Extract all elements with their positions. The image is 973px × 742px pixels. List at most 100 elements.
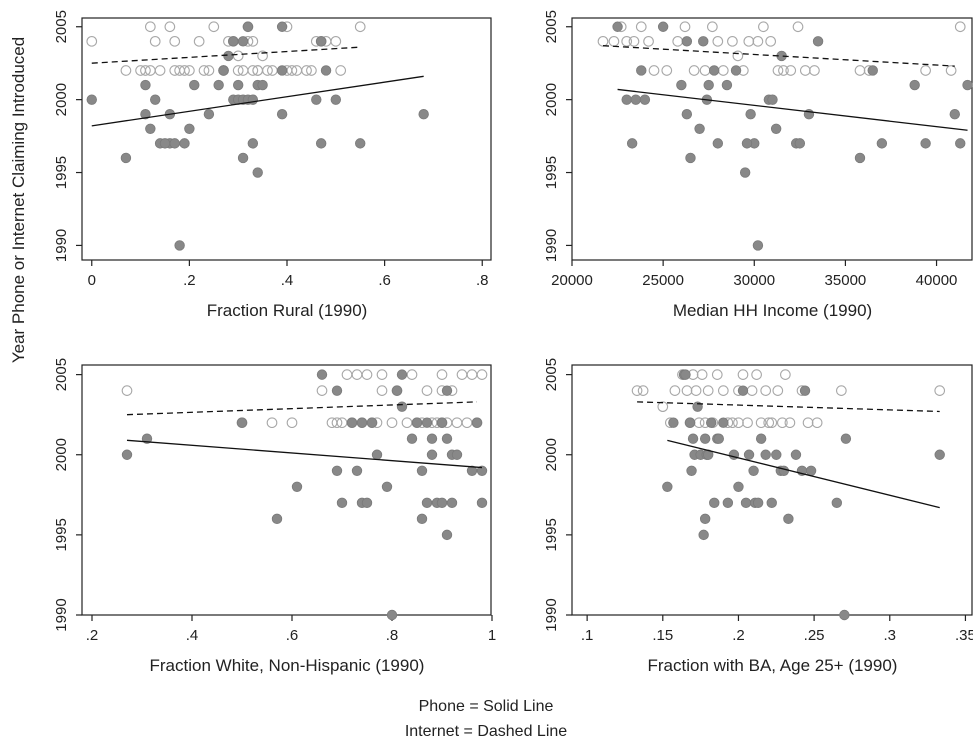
- x-tick-label-white-4: 1: [488, 627, 496, 644]
- phone-point-white-31: [441, 529, 453, 541]
- internet-point-rural-12: [193, 35, 205, 47]
- internet-point-white-34: [476, 369, 488, 380]
- internet-point-white-8: [341, 369, 353, 380]
- phone-point-white-35: [451, 449, 463, 460]
- internet-point-income-25: [799, 65, 811, 76]
- internet-point-ba-30: [784, 417, 796, 429]
- internet-point-white-35: [376, 369, 388, 380]
- internet-point-income-8: [672, 35, 684, 47]
- phone-point-white-0: [121, 449, 133, 460]
- internet-point-income-24: [792, 21, 804, 33]
- phone-point-ba-20: [722, 497, 734, 509]
- internet-point-rural-25: [247, 65, 259, 76]
- y-tick-label-income-1: 1995: [543, 156, 560, 189]
- internet-point-ba-24: [755, 417, 767, 429]
- internet-point-white-31: [461, 417, 473, 429]
- x-tick-label-ba-0: .1: [581, 627, 594, 644]
- y-tick-label-ba-0: 1990: [543, 598, 560, 631]
- internet-fit-line-white: [126, 401, 478, 416]
- phone-fit-line-income: [617, 88, 968, 131]
- phone-point-ba-36: [790, 449, 802, 460]
- internet-point-ba-20: [737, 369, 749, 380]
- phone-point-ba-12: [699, 433, 711, 444]
- phone-point-income-14: [712, 138, 724, 149]
- phone-point-rural-32: [315, 138, 327, 149]
- internet-point-ba-23: [751, 369, 762, 380]
- x-tick-label-ba-5: .35: [955, 627, 973, 644]
- x-axis-label-ba: Fraction with BA, Age 25+ (1990): [648, 656, 898, 675]
- phone-point-income-38: [741, 138, 753, 149]
- phone-point-income-28: [812, 36, 824, 47]
- phone-point-income-26: [794, 138, 806, 149]
- phone-point-income-5: [639, 94, 651, 105]
- phone-point-rural-2: [140, 109, 151, 120]
- phone-point-white-39: [476, 497, 488, 509]
- internet-point-income-22: [778, 65, 789, 76]
- panel-income: 20000 25000 30000 35000 40000 1990 1995 2000 200…: [543, 10, 973, 320]
- phone-point-white-26: [426, 449, 438, 460]
- internet-point-income-10: [688, 65, 700, 76]
- y-axis-label: Year Phone or Internet Claiming Introduc…: [9, 37, 28, 363]
- internet-point-white-30: [456, 369, 468, 380]
- phone-point-ba-41: [839, 609, 850, 621]
- phone-point-ba-30: [760, 449, 771, 460]
- internet-point-ba-32: [802, 417, 814, 429]
- internet-point-ba-26: [766, 417, 778, 429]
- phone-point-white-34: [446, 497, 458, 509]
- internet-point-rural-41: [144, 65, 156, 76]
- internet-point-rural-43: [252, 65, 264, 76]
- phone-point-ba-26: [748, 465, 759, 476]
- phone-point-rural-39: [242, 21, 254, 32]
- phone-point-income-33: [949, 109, 960, 120]
- internet-point-income-29: [920, 65, 931, 76]
- internet-point-ba-9: [690, 385, 702, 396]
- internet-point-income-9: [679, 21, 691, 33]
- phone-point-ba-18: [713, 433, 724, 444]
- phone-point-rural-38: [228, 36, 239, 47]
- internet-point-income-7: [661, 65, 673, 76]
- phone-point-rural-13: [189, 79, 200, 91]
- internet-point-income-26: [809, 65, 820, 76]
- phone-point-white-3: [271, 513, 283, 525]
- phone-point-ba-16: [709, 497, 720, 509]
- phone-point-white-32: [441, 433, 453, 444]
- phone-point-white-8: [336, 497, 348, 509]
- phone-point-white-19: [396, 401, 408, 412]
- internet-point-ba-2: [657, 401, 669, 413]
- phone-point-white-23: [416, 513, 428, 525]
- plot-frame-ba: [571, 364, 973, 616]
- phone-point-ba-39: [805, 465, 817, 476]
- panel-ba: .1 .15 .2 .25 .3 .35 1990 1995 2000 2005 Fraction …: [543, 358, 973, 675]
- phone-point-rural-4: [145, 123, 156, 134]
- phone-point-income-22: [767, 94, 778, 105]
- y-tick-label-white-0: 1990: [53, 598, 70, 631]
- internet-point-rural-33: [301, 65, 312, 76]
- phone-point-ba-38: [799, 385, 811, 396]
- internet-point-income-19: [758, 21, 769, 33]
- internet-point-white-15: [376, 385, 388, 396]
- x-tick-label-ba-2: .2: [732, 627, 745, 644]
- phone-point-rural-22: [237, 152, 249, 164]
- y-tick-label-ba-3: 2005: [543, 358, 560, 391]
- x-tick-label-ba-3: .25: [804, 627, 825, 644]
- x-tick-label-rural-1: .2: [183, 272, 196, 289]
- internet-point-white-26: [436, 369, 448, 380]
- phone-point-rural-33: [320, 65, 332, 76]
- phone-point-rural-36: [418, 109, 429, 120]
- phone-point-white-25: [421, 417, 433, 428]
- phone-point-white-10: [351, 465, 363, 476]
- phone-point-rural-24: [247, 138, 259, 149]
- phone-point-income-34: [955, 138, 966, 149]
- phone-point-rural-41: [315, 36, 327, 47]
- internet-point-white-4: [316, 385, 328, 396]
- phone-point-income-3: [630, 94, 641, 105]
- phone-point-white-5: [316, 369, 328, 380]
- phone-point-ba-31: [766, 497, 777, 509]
- phone-point-rural-35: [355, 138, 366, 149]
- phone-point-income-12: [703, 79, 714, 91]
- internet-point-ba-21: [742, 417, 753, 429]
- phone-fit-line-white: [126, 439, 483, 469]
- y-tick-label-white-2: 2000: [53, 438, 70, 471]
- internet-point-income-31: [954, 21, 966, 33]
